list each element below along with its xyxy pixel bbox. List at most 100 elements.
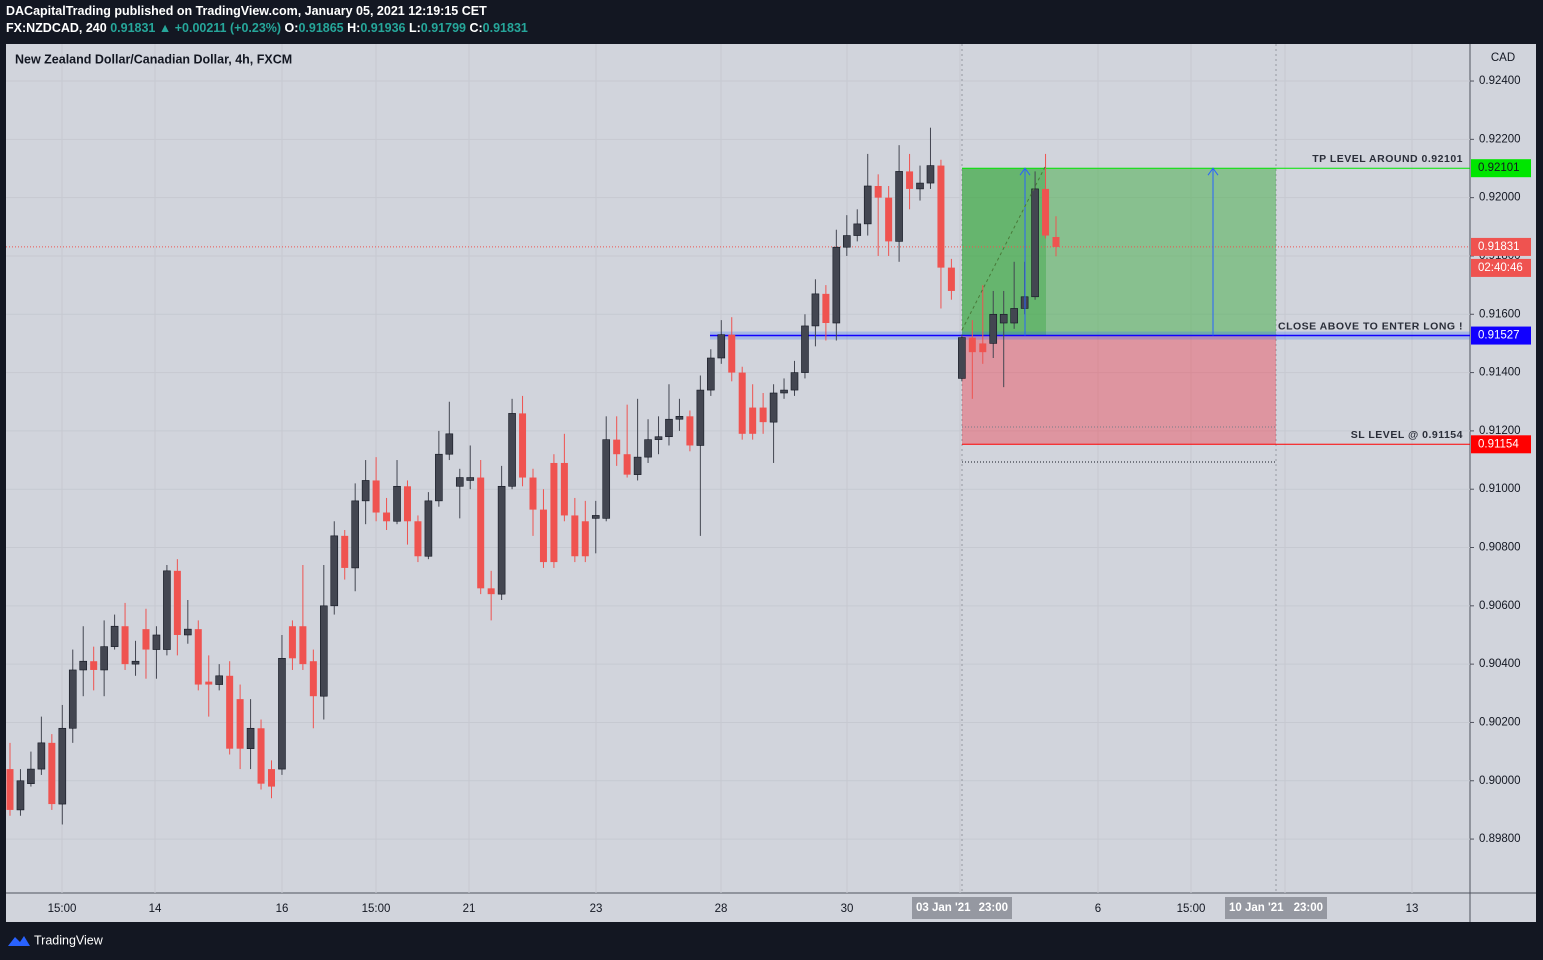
y-tick-label: 0.92200 (1479, 133, 1521, 145)
candle-body (414, 521, 422, 557)
candle-body (226, 675, 234, 749)
candle-body (1010, 308, 1018, 324)
candle-body (299, 626, 307, 665)
candle-body (769, 392, 778, 423)
y-tick-label: 0.91600 (1479, 308, 1521, 320)
change: ▲ +0.00211 (+0.23%) (159, 21, 281, 35)
close-label: C: (469, 21, 482, 35)
sl-note: SL LEVEL @ 0.91154 (1351, 429, 1463, 441)
candle-body (842, 235, 851, 248)
open-label: O: (285, 21, 299, 35)
chart-title: New Zealand Dollar/Canadian Dollar, 4h, … (15, 52, 292, 66)
candle-body (1042, 188, 1050, 236)
candle-body (916, 182, 924, 190)
candle-body (863, 185, 872, 225)
price-badge (1471, 159, 1531, 178)
x-tick-label: 6 (1095, 903, 1101, 915)
candle-body (68, 669, 77, 729)
candle-body (947, 267, 955, 291)
range-label-bg (912, 897, 1012, 919)
candle-body (906, 171, 914, 189)
close: 0.91831 (483, 21, 528, 35)
candle-body (90, 661, 98, 670)
quote: FX:NZDCAD, 240 0.91831 ▲ +0.00211 (+0.23… (6, 21, 528, 35)
candle-body (424, 500, 433, 557)
open: 0.91865 (298, 21, 343, 35)
y-tick-label: 0.92000 (1479, 192, 1521, 204)
candle-body (801, 325, 809, 373)
arrow-head (1019, 167, 1031, 176)
candle-body (246, 727, 255, 749)
candle-body (644, 439, 652, 458)
candle-body (979, 343, 987, 353)
plot (6, 44, 1470, 893)
y-tick-label: 0.90200 (1479, 716, 1521, 728)
candle-body (372, 480, 380, 513)
stop-zone (962, 335, 1276, 445)
candle-body (591, 515, 600, 519)
candle-body (48, 742, 56, 805)
candle-body (885, 197, 893, 242)
candle-body (623, 454, 631, 475)
candle-body (999, 313, 1008, 324)
price-badge-label: 0.91831 (1478, 241, 1520, 253)
candle-body (477, 477, 485, 589)
candle-body (403, 486, 411, 522)
y-tick-label: 0.90600 (1479, 600, 1521, 612)
candle-body (152, 634, 161, 650)
candle-body (508, 413, 516, 487)
candle-body (696, 389, 705, 446)
range-label-time: 23:00 (979, 902, 1008, 914)
candle-body (351, 500, 359, 569)
candle-body (341, 535, 349, 568)
candle-body (435, 453, 443, 502)
candle-body (131, 660, 140, 665)
candle-body (790, 372, 799, 391)
x-tick-label: 21 (463, 903, 476, 915)
range-label-time: 23:00 (1294, 902, 1323, 914)
candle-body (487, 588, 495, 595)
candle-body (665, 418, 673, 438)
candle-body (121, 626, 129, 665)
candle-body (257, 728, 265, 784)
x-tick-label: 15:00 (48, 903, 77, 915)
price-badge-label: 0.91527 (1478, 330, 1520, 342)
candle-body (738, 372, 746, 434)
low-label: L: (409, 21, 421, 35)
price-badge-label: 0.92101 (1478, 162, 1520, 174)
y-tick-label: 0.89800 (1479, 833, 1521, 845)
price-badge (1471, 326, 1531, 345)
candle-body (874, 185, 882, 198)
candle-body (633, 456, 642, 475)
candle-body (37, 742, 46, 770)
candle-body (926, 165, 935, 184)
logo (8, 936, 30, 946)
trend-dash (961, 164, 1047, 331)
candle-body (205, 681, 213, 685)
candle-body (550, 462, 558, 563)
candle-body (194, 629, 202, 685)
candle-body (497, 485, 506, 595)
x-tick-label: 30 (841, 903, 854, 915)
y-tick-label: 0.92400 (1479, 75, 1521, 87)
candle-body (581, 521, 589, 557)
range-label-date: 03 Jan '21 (916, 902, 971, 914)
candle-body (822, 293, 830, 324)
candle-body (968, 337, 976, 353)
byline: DACapitalTrading published on TradingVie… (6, 4, 487, 18)
candle-body (330, 535, 339, 607)
candle-body (958, 337, 966, 379)
candle-body (707, 357, 715, 391)
header-bg (0, 0, 1543, 44)
candle-body (142, 629, 150, 650)
x-tick-label: 15:00 (362, 903, 391, 915)
y-tick-label: 0.91000 (1479, 483, 1521, 495)
x-tick-label: 15:00 (1177, 903, 1206, 915)
range-label-bg (1225, 897, 1327, 919)
candle-body (832, 246, 841, 324)
y-tick-label: 0.90400 (1479, 658, 1521, 670)
y-tick-label: 0.91400 (1479, 367, 1521, 379)
candle-body (163, 570, 171, 650)
candle-body (466, 477, 475, 481)
high: 0.91936 (360, 21, 405, 35)
